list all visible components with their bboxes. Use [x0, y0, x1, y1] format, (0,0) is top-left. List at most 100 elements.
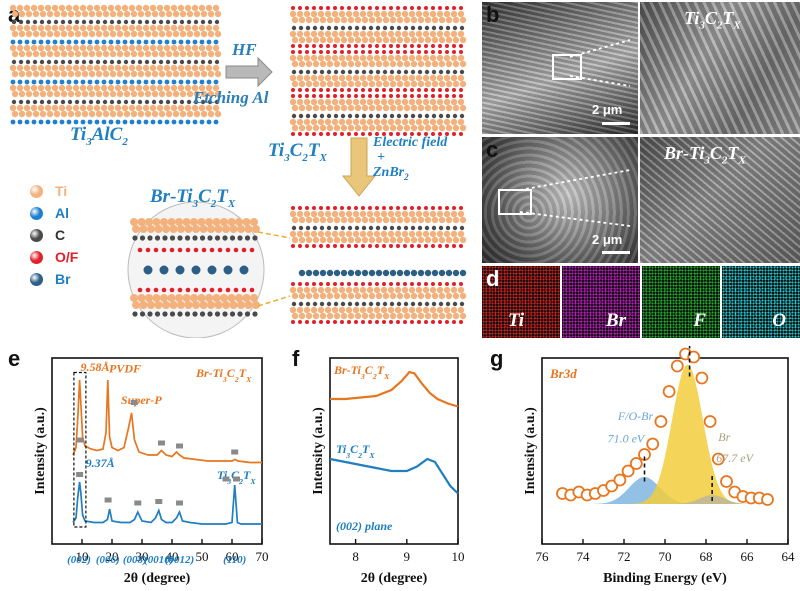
panel-c-letter: c: [486, 137, 499, 162]
br-slab-1-ti-bottom: [289, 230, 467, 244]
precursor-slab-3-c: [11, 99, 220, 105]
series-line-ti3c2tx: [72, 481, 262, 525]
legend-dot: [30, 272, 43, 286]
x-tick-label: 66: [741, 549, 755, 564]
br-slab-2-c: [291, 301, 465, 307]
plane-label: (006): [96, 554, 120, 566]
data-point: [761, 493, 774, 506]
peak-marker: [176, 443, 183, 449]
data-point: [711, 452, 725, 466]
product-slab-2-of-bottom: [291, 88, 463, 92]
panel-d-letter: d: [486, 266, 500, 291]
eds-label: Br: [605, 310, 626, 331]
product-slab-3-of-bottom: [291, 132, 463, 136]
scale-text-b: 2 μm: [592, 102, 623, 117]
br-slab-2-of-bottom: [291, 320, 463, 324]
product-slab-2-ti-top: [289, 54, 467, 68]
product-slab-1-of-top: [291, 6, 463, 10]
series-label-br: Br-Ti3C2TX: [333, 363, 390, 381]
series-line-br-ti3c2tx: [330, 370, 459, 408]
highlight-box: [73, 371, 87, 528]
legend-dot: [30, 228, 43, 242]
data-point: [621, 464, 635, 478]
product-slab-3-of-top: [291, 94, 463, 98]
y-axis-label: Intensity (a.u.): [311, 407, 326, 495]
br-interlayer: [298, 269, 467, 277]
d-spacing-ti: 9.37Å: [86, 456, 115, 470]
panel-a: a HF Etching Al Ti3AlC2 Ti3C2TX Electric…: [0, 0, 478, 338]
legend-item-ti: Ti: [30, 180, 78, 202]
data-point: [613, 473, 627, 487]
br-product-label: Br-Ti3C2TX: [150, 186, 236, 210]
plane-label: (0012): [165, 554, 194, 566]
panel-b-letter: b: [486, 2, 500, 27]
d-spacing-br: 9.58Å: [81, 360, 110, 374]
peak-fill-br: [593, 495, 758, 504]
product-slab-2-c: [291, 69, 465, 75]
precursor-slab-1-al: [10, 39, 219, 45]
peak-marker: [176, 500, 183, 506]
peak-marker: [231, 449, 239, 455]
schematic-svg: [9, 4, 467, 338]
product-slab-2-of-top: [291, 50, 463, 54]
plane-label: (0010): [144, 554, 173, 566]
peak-marker: [222, 476, 230, 482]
data-point: [646, 437, 660, 451]
zoom-arrows: [519, 39, 631, 227]
peak-name-br: Br: [718, 430, 730, 444]
precursor-slab-1-c: [11, 19, 220, 25]
precursor-label: Ti3AlC2: [70, 124, 128, 148]
product-slab-1-ti-top: [289, 10, 467, 24]
plane-label: (002): [67, 554, 91, 566]
series-line-ti3c2tx: [329, 457, 459, 495]
precursor-slab-2-c: [11, 59, 220, 65]
series-line-br-ti3c2tx: [72, 379, 262, 464]
x-tick-label: 70: [659, 549, 672, 564]
magnify-content: [130, 218, 260, 317]
plot-frame: [329, 357, 459, 545]
br-slab-1-ti-top: [289, 210, 467, 224]
peak-fill-br-br: [593, 364, 758, 504]
precursor-slab-2-ti-bottom: [9, 64, 222, 78]
legend-item-c: C: [30, 224, 78, 246]
plot-frame: [51, 357, 263, 545]
xrd-chart-e: 10 20 30 40 50 60 70 2θ (degree) Intensity (a.u.…: [33, 357, 269, 586]
x-tick-label: 70: [256, 549, 269, 564]
panel-e-letter: e: [8, 346, 21, 371]
x-axis-label: 2θ (degree): [124, 571, 191, 586]
plane-label: (008): [123, 554, 147, 566]
legend-label: Ti: [55, 183, 68, 199]
x-tick-label: 9: [404, 549, 411, 564]
data-point: [687, 350, 701, 364]
x-tick-label: 50: [196, 549, 209, 564]
etching-label: Etching Al: [193, 88, 269, 107]
hf-arrow: [225, 56, 273, 88]
x-tick-label: 60: [226, 549, 239, 564]
data-point: [654, 415, 668, 428]
legend-dot: [30, 184, 43, 198]
sem-label-c: Br-Ti3C2TX: [664, 143, 746, 167]
data-point: [670, 359, 684, 373]
data-point: [703, 415, 717, 428]
product-slab-3-ti-bottom: [289, 118, 467, 132]
x-tick-label: 8: [352, 549, 359, 564]
legend-item-br: Br: [30, 268, 78, 290]
peak-marker: [104, 497, 112, 503]
plane-label: (002) plane: [336, 519, 393, 533]
precursor-slab-3-ti-bottom: [9, 104, 222, 118]
legend-dot: [30, 250, 43, 264]
y-axis-label: Intensity (a.u.): [523, 407, 538, 495]
eds-map-f: F: [642, 266, 720, 338]
panel-f-letter: f: [292, 346, 300, 371]
legend-label: O/F: [55, 249, 79, 265]
legend-item-al: Al: [30, 202, 78, 224]
br-slab-1-c: [291, 225, 465, 231]
plane-label: (110): [223, 554, 246, 566]
xrd-chart-f: 8 9 10 2θ (degree) Intensity (a.u.) Br-Ti3C2T…: [311, 357, 464, 586]
data-point: [695, 371, 709, 385]
series-label-br: Br-Ti3C2TX: [195, 366, 252, 384]
xps-chart-g: 76 74 72 70 68 66 64 Binding Energy (eV) Intensi…: [523, 346, 795, 586]
data-point: [720, 475, 733, 488]
sem-image-c-zoom: Br-Ti3C2TX: [640, 137, 800, 263]
x-tick-label: 74: [577, 549, 591, 564]
